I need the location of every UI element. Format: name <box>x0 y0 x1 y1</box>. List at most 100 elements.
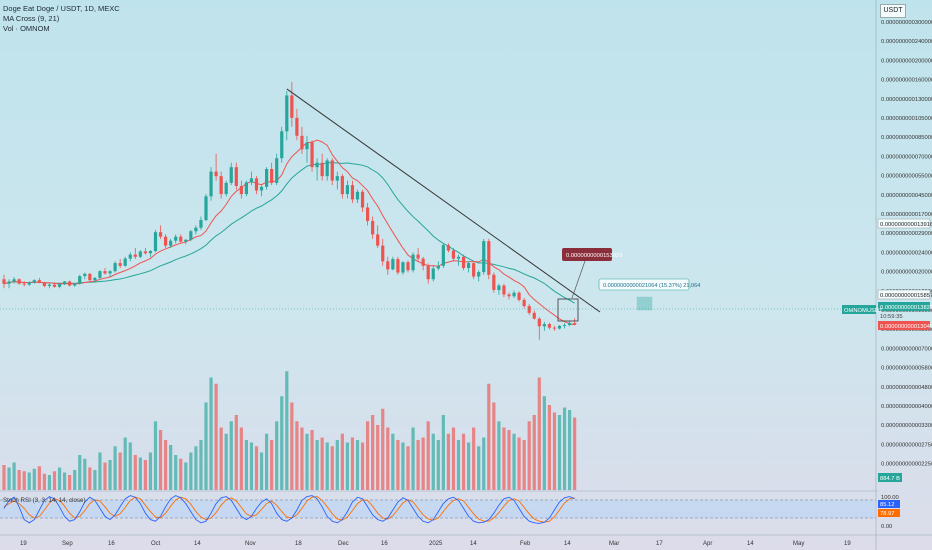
candle-body <box>482 241 486 273</box>
volume-bar <box>512 433 516 490</box>
price-axis-label: 0.0000000000290000 <box>881 231 932 237</box>
time-axis-label: 19 <box>20 541 27 547</box>
volume-bar <box>421 437 425 490</box>
volume-bar <box>164 440 168 490</box>
candle-body <box>47 284 52 286</box>
candle-body <box>52 284 57 287</box>
volume-bar <box>143 460 147 490</box>
volume-bar <box>406 446 410 490</box>
candle-body <box>108 271 112 274</box>
volume-bar <box>376 425 380 490</box>
volume-bar <box>472 427 476 490</box>
time-axis-label: Oct <box>151 541 161 547</box>
volume-bar <box>199 440 203 490</box>
symbol-tag <box>842 305 876 314</box>
candle-body <box>189 231 193 240</box>
candle-body <box>93 277 97 281</box>
time-axis-label: Mar <box>609 541 619 547</box>
volume-bar <box>138 457 142 490</box>
measure-label-box <box>598 278 690 291</box>
candle-body <box>27 282 31 285</box>
candle-body <box>355 191 360 200</box>
time-axis-label: 14 <box>470 541 477 547</box>
candle-body <box>229 167 233 183</box>
candle-body <box>305 142 309 150</box>
candle-body <box>224 182 228 195</box>
volume-tag-text: 884.7 B <box>880 476 900 482</box>
candle-body <box>128 254 132 259</box>
candle-body <box>467 263 471 269</box>
candle-body <box>330 160 334 181</box>
candle-body <box>174 236 178 241</box>
volume-bar <box>290 402 294 490</box>
volume-bar <box>492 402 496 490</box>
volume-bar <box>482 437 486 490</box>
candle-body <box>547 324 551 328</box>
volume-bar <box>153 421 158 490</box>
candle-body <box>461 256 466 269</box>
time-axis-label: 19 <box>844 541 851 547</box>
price-axis-label: 0.0000000001050000 <box>881 116 932 122</box>
volume-bar <box>446 433 450 490</box>
price-axis-label: 0.0000000000240000 <box>881 250 932 256</box>
candle-body <box>249 178 254 183</box>
volume-bar <box>22 471 26 490</box>
volume-bar <box>573 417 577 490</box>
stoch-k-line <box>3 495 575 524</box>
candle-body <box>532 312 536 319</box>
candle-body <box>37 280 41 283</box>
candle-body <box>507 294 511 297</box>
time-axis-label: May <box>793 541 804 547</box>
currency-badge[interactable]: USDT <box>880 4 906 18</box>
candle-body <box>164 236 168 246</box>
ma-fast-line <box>3 139 575 326</box>
time-axis-label: Feb <box>520 541 531 547</box>
price-axis-label: 0.0000000001300000 <box>881 97 932 103</box>
callout-box <box>562 248 612 261</box>
candle-body <box>295 117 299 136</box>
candle-body <box>360 191 365 208</box>
candle-body <box>68 281 72 286</box>
callout-text: 0.0000000000153029 <box>566 253 622 259</box>
price-axis-label: 0.0000000000040000 <box>881 404 932 410</box>
candle-body <box>138 251 142 257</box>
candle-body <box>103 271 107 274</box>
ma-slow-line <box>3 162 575 304</box>
volume-bar <box>229 421 233 490</box>
candle-body <box>568 323 572 325</box>
candle-body <box>517 292 521 300</box>
volume-bar <box>204 402 208 490</box>
candle-body <box>416 254 420 259</box>
volume-bar <box>340 433 344 490</box>
candle-body <box>158 232 163 237</box>
volume-bar <box>497 421 501 490</box>
volume-bar <box>259 452 264 490</box>
candle-body <box>421 258 425 266</box>
candle-body <box>239 186 243 195</box>
volume-bar <box>350 437 355 490</box>
volume-bar <box>265 433 269 490</box>
price-axis-label: 0.0000000001600000 <box>881 78 932 84</box>
volume-bar <box>416 440 420 490</box>
stoch-axis-label: 0.00 <box>881 524 892 530</box>
price-tag-text: 0.0000000000138220 <box>880 305 932 311</box>
volume-bar <box>57 467 62 490</box>
candle-body <box>340 176 344 195</box>
candle-body <box>300 135 304 150</box>
candle-body <box>411 254 415 271</box>
candle-body <box>542 324 546 327</box>
price-tag <box>878 302 930 311</box>
volume-bar <box>325 442 329 490</box>
candle-body <box>562 324 567 326</box>
volume-bar <box>7 467 11 490</box>
candle-body <box>32 280 36 283</box>
volume-bar <box>396 440 400 490</box>
time-axis-label: Dec <box>338 541 349 547</box>
volume-bar <box>27 472 31 490</box>
volume-bar <box>477 446 481 490</box>
volume-bar <box>148 452 153 490</box>
volume-bar <box>461 433 466 490</box>
time-axis-label: 2025 <box>429 541 443 547</box>
candle-body <box>512 292 516 297</box>
